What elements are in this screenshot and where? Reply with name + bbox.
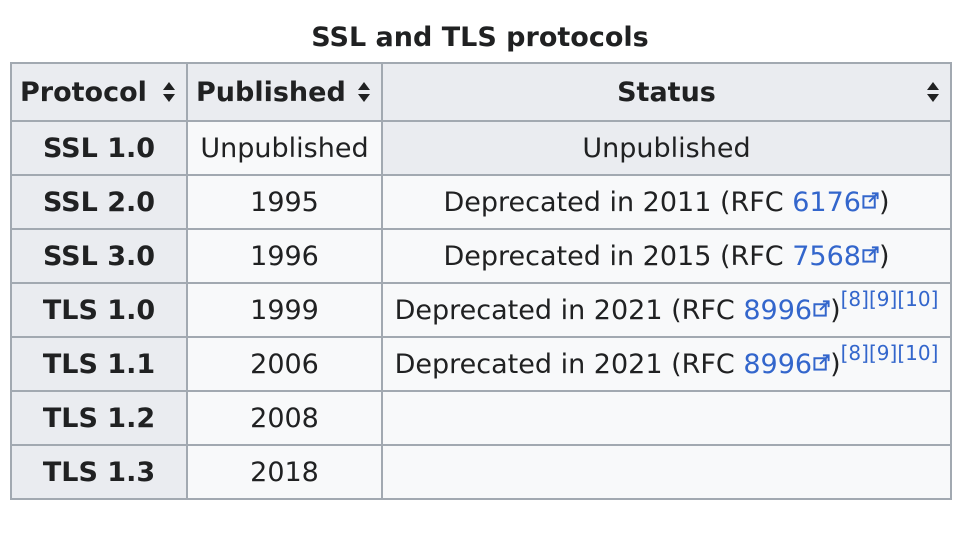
table-caption: SSL and TLS protocols <box>311 22 649 53</box>
table-row: TLS 1.1 2006 Deprecated in 2021 (RFC 899… <box>10 336 952 392</box>
citation-link[interactable]: [10] <box>897 286 939 311</box>
column-header-protocol[interactable]: Protocol <box>10 62 188 122</box>
citation-refs: [8][9][10] <box>841 287 939 311</box>
table-row: SSL 1.0 Unpublished Unpublished <box>10 120 952 176</box>
citation-link[interactable]: [9] <box>868 286 898 311</box>
status-cell: Deprecated in 2011 (RFC 6176) <box>381 174 952 230</box>
rfc-link[interactable]: 6176 <box>792 187 879 218</box>
table-row: TLS 1.2 2008 <box>10 390 952 446</box>
published-cell: Unpublished <box>186 120 383 176</box>
rfc-number: 8996 <box>743 294 813 326</box>
external-link-icon <box>862 191 879 209</box>
protocol-cell: TLS 1.3 <box>10 444 188 500</box>
table-row: TLS 1.3 2018 <box>10 444 952 500</box>
external-link-icon <box>862 245 879 263</box>
column-header-label: Protocol <box>20 76 147 108</box>
published-cell: 1995 <box>186 174 383 230</box>
table-row: SSL 3.0 1996 Deprecated in 2015 (RFC 756… <box>10 228 952 284</box>
column-header-label: Published <box>196 76 346 108</box>
rfc-link[interactable]: 7568 <box>792 241 879 272</box>
table-row: TLS 1.0 1999 Deprecated in 2021 (RFC 899… <box>10 282 952 338</box>
protocol-cell: TLS 1.1 <box>10 336 188 392</box>
citation-link[interactable]: [8] <box>840 286 869 311</box>
rfc-number: 7568 <box>792 240 861 272</box>
status-close: ) <box>878 240 890 272</box>
published-cell: 2018 <box>186 444 383 500</box>
table-header-row: Protocol Published Status <box>10 62 952 122</box>
rfc-link[interactable]: 8996 <box>743 295 830 326</box>
status-cell: Deprecated in 2021 (RFC 8996)[8][9][10] <box>381 282 952 338</box>
column-header-status[interactable]: Status <box>381 62 952 122</box>
status-cell: Deprecated in 2021 (RFC 8996)[8][9][10] <box>381 336 952 392</box>
published-cell: 1999 <box>186 282 383 338</box>
citation-refs: [8][9][10] <box>841 341 939 365</box>
citation-link[interactable]: [9] <box>868 340 898 365</box>
status-text: Deprecated in 2021 (RFC <box>394 294 744 326</box>
rfc-number: 6176 <box>792 186 861 218</box>
citation-link[interactable]: [10] <box>897 340 939 365</box>
status-cell: Deprecated in 2015 (RFC 7568) <box>381 228 952 284</box>
protocol-cell: SSL 1.0 <box>10 120 188 176</box>
status-close: ) <box>830 348 841 380</box>
protocol-cell: SSL 2.0 <box>10 174 188 230</box>
sort-both-icon[interactable] <box>357 81 371 103</box>
status-cell <box>381 390 952 446</box>
published-cell: 1996 <box>186 228 383 284</box>
sort-both-icon[interactable] <box>926 81 940 103</box>
table-row: SSL 2.0 1995 Deprecated in 2011 (RFC 617… <box>10 174 952 230</box>
protocol-cell: TLS 1.2 <box>10 390 188 446</box>
status-close: ) <box>830 294 841 326</box>
status-cell <box>381 444 952 500</box>
rfc-link[interactable]: 8996 <box>743 349 830 380</box>
published-cell: 2008 <box>186 390 383 446</box>
status-text: Deprecated in 2011 (RFC <box>443 186 793 218</box>
status-text: Deprecated in 2021 (RFC <box>394 348 744 380</box>
column-header-published[interactable]: Published <box>186 62 383 122</box>
status-text: Deprecated in 2015 (RFC <box>443 240 793 272</box>
sort-both-icon[interactable] <box>162 81 176 103</box>
status-cell: Unpublished <box>381 120 952 176</box>
protocol-cell: SSL 3.0 <box>10 228 188 284</box>
status-close: ) <box>878 186 890 218</box>
citation-link[interactable]: [8] <box>840 340 869 365</box>
external-link-icon <box>813 353 830 371</box>
protocol-cell: TLS 1.0 <box>10 282 188 338</box>
column-header-label: Status <box>617 76 716 108</box>
protocols-table: Protocol Published Status <box>10 62 952 500</box>
published-cell: 2006 <box>186 336 383 392</box>
rfc-number: 8996 <box>743 348 813 380</box>
external-link-icon <box>813 299 830 317</box>
